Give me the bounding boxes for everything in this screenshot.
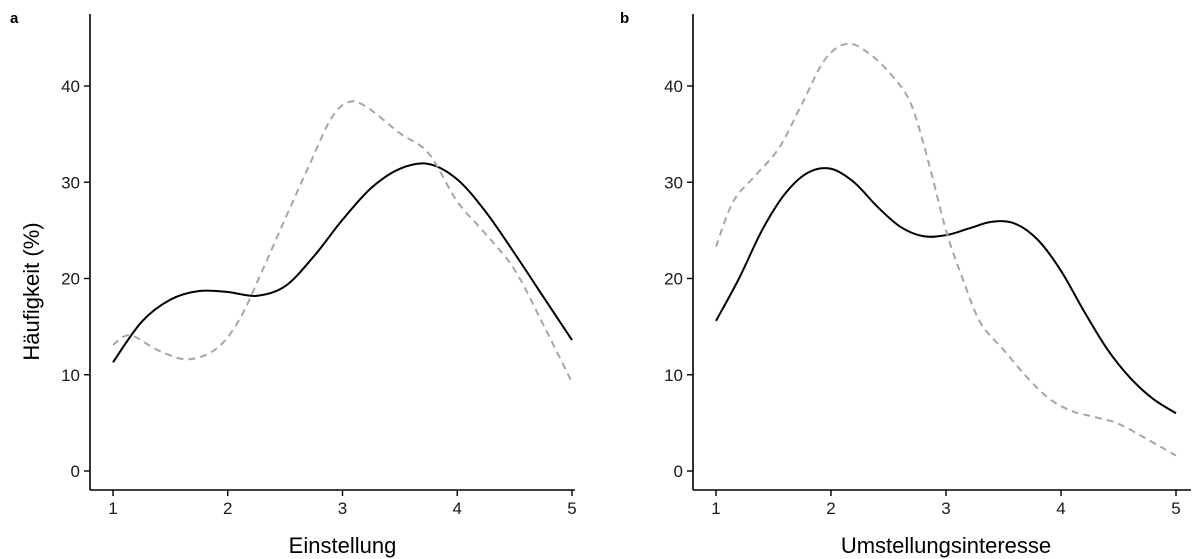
x-tick-label: 1 bbox=[711, 499, 720, 518]
x-tick-label: 3 bbox=[338, 499, 347, 518]
panel-label: a bbox=[10, 10, 19, 27]
x-tick-label: 2 bbox=[826, 499, 835, 518]
x-tick-label: 5 bbox=[567, 499, 576, 518]
y-tick-label: 20 bbox=[61, 270, 80, 289]
chart-panel-a: a 0 10 20 30 40 1 2 3 4 5 Einstellung Häufigkeit (%) bbox=[10, 10, 577, 558]
x-tick-label: 5 bbox=[1171, 499, 1180, 518]
y-tick-label: 30 bbox=[61, 173, 80, 192]
x-tick-label: 3 bbox=[941, 499, 950, 518]
y-tick-label: 40 bbox=[664, 77, 683, 96]
x-axis-title: Einstellung bbox=[289, 533, 397, 558]
y-tick-label: 10 bbox=[61, 366, 80, 385]
y-axis-title: Häufigkeit (%) bbox=[19, 222, 44, 360]
chart-panel-b: b 0 10 20 30 40 1 2 3 4 5 Umstellungsinteresse bbox=[620, 10, 1191, 558]
panel-label: b bbox=[620, 10, 629, 27]
series-line-dashed bbox=[715, 42, 1177, 457]
y-tick-label: 40 bbox=[61, 77, 80, 96]
y-tick-label: 0 bbox=[71, 462, 80, 481]
y-tick-label: 10 bbox=[664, 366, 683, 385]
x-tick-label: 4 bbox=[453, 499, 462, 518]
x-tick-label: 2 bbox=[223, 499, 232, 518]
series-line-solid bbox=[715, 167, 1177, 415]
y-tick-label: 20 bbox=[664, 270, 683, 289]
x-tick-label: 1 bbox=[108, 499, 117, 518]
y-tick-label: 0 bbox=[674, 462, 683, 481]
y-tick-label: 30 bbox=[664, 173, 683, 192]
x-tick-label: 4 bbox=[1056, 499, 1065, 518]
series-line-solid bbox=[112, 162, 573, 363]
series-line-dashed bbox=[112, 100, 573, 383]
x-axis-title: Umstellungsinteresse bbox=[841, 533, 1051, 558]
